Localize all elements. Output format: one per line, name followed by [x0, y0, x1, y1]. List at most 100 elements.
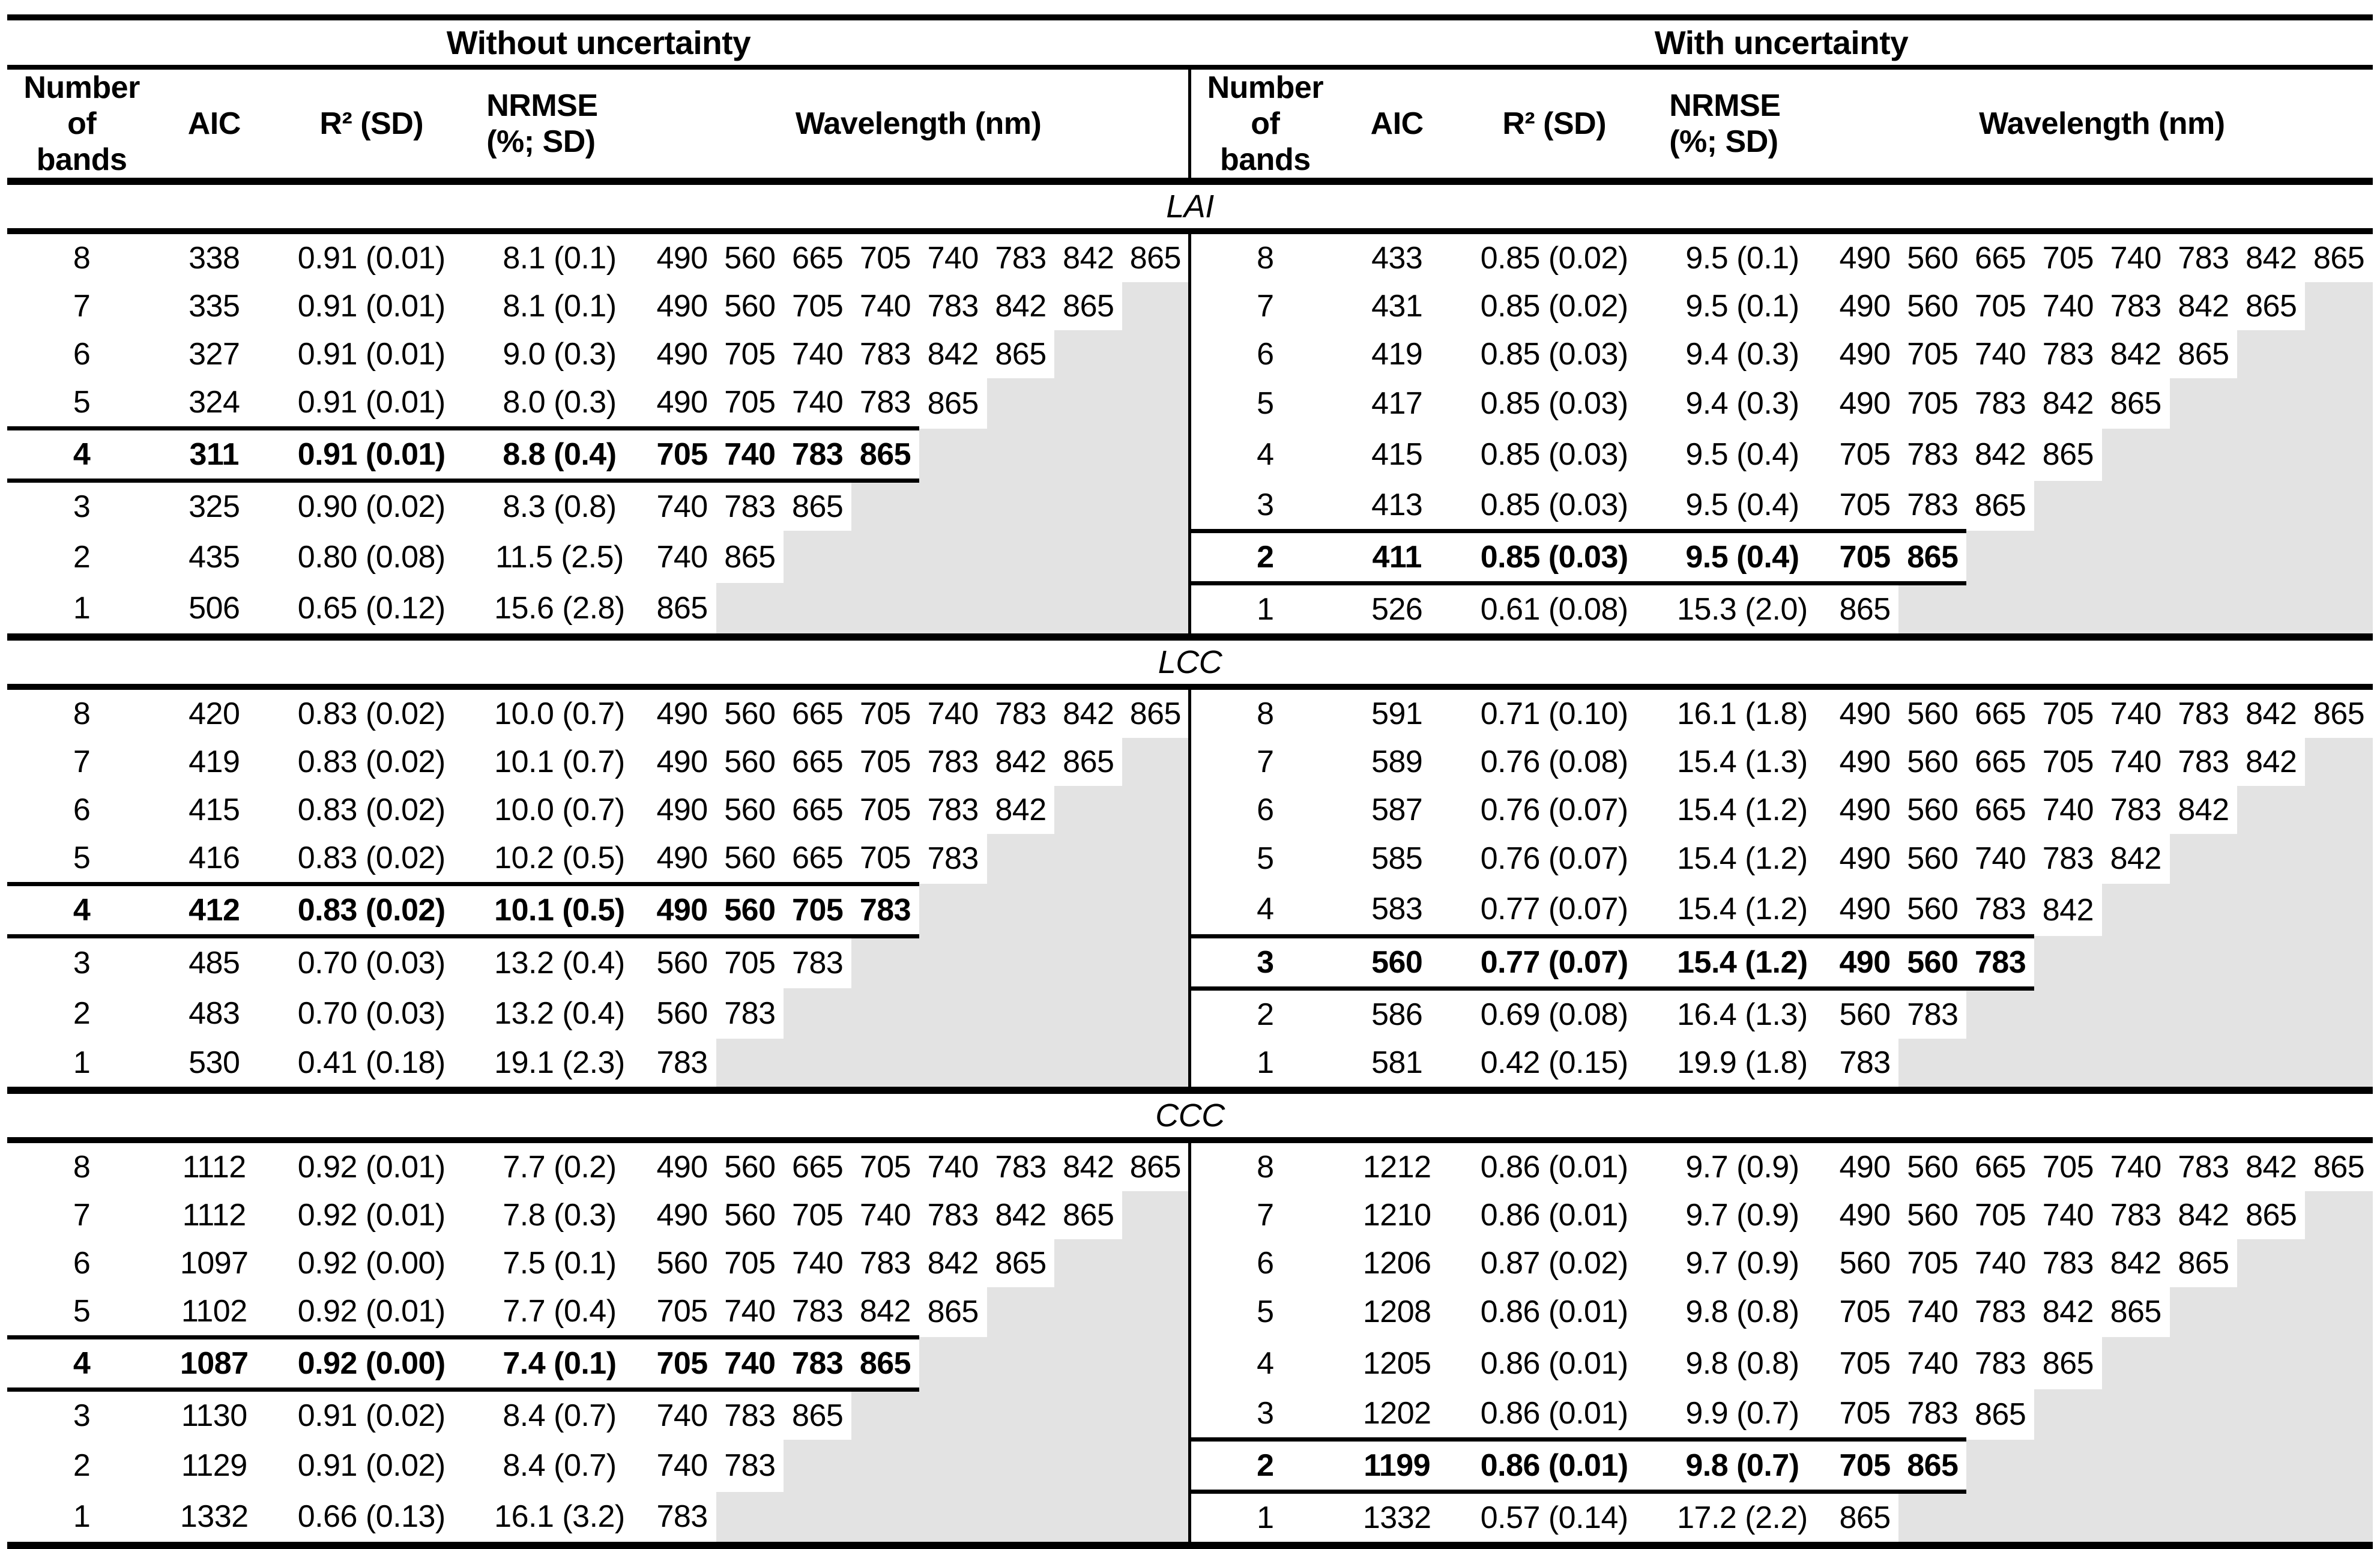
- cell-bands: 5: [73, 1293, 91, 1329]
- empty-wavelength-cell: [1122, 884, 1190, 936]
- cell-bands: 1: [73, 1045, 91, 1080]
- cell-wavelength: 783: [2110, 289, 2162, 324]
- cell-r2: 0.91 (0.01): [297, 241, 445, 276]
- cell-aic: 583: [1371, 891, 1423, 926]
- table-row: 5 416 0.83 (0.02) 10.2 (0.5) 490 560 665 705 783…: [7, 833, 2373, 884]
- cell-wavelength: 842: [2246, 1149, 2297, 1185]
- empty-wavelength-cell: [986, 1337, 1055, 1389]
- cell-wavelength: 783: [2178, 1149, 2229, 1185]
- cell-bands: 3: [73, 489, 91, 524]
- section-label: LCC: [7, 633, 2373, 690]
- empty-wavelength-cell: [2237, 330, 2306, 378]
- cell-wavelength: 560: [716, 881, 784, 938]
- empty-wavelength-cell: [2237, 833, 2306, 884]
- cell-wavelength: 560: [1907, 696, 1959, 731]
- cell-aic: 311: [156, 426, 273, 483]
- col-header-bands-left: Number of bands: [7, 67, 157, 184]
- empty-wavelength-cell: [2305, 884, 2373, 936]
- cell-wavelength: 783: [792, 1293, 844, 1329]
- empty-wavelength-cell: [2305, 988, 2373, 1039]
- cell-aic: 416: [189, 840, 240, 875]
- cell-wavelength: 490: [1839, 289, 1891, 324]
- cell-wavelength: 842: [2178, 289, 2229, 324]
- cell-wavelength: 842: [995, 1197, 1047, 1233]
- empty-wavelength-cell: [2237, 1439, 2306, 1492]
- cell-wavelength: 740: [927, 696, 979, 731]
- cell-r2: 0.92 (0.01): [297, 1293, 445, 1329]
- empty-wavelength-cell: [1054, 785, 1123, 834]
- cell-bands: 2: [1188, 1437, 1340, 1494]
- cell-wavelength: 842: [1063, 1149, 1114, 1185]
- empty-wavelength-cell: [986, 884, 1055, 936]
- empty-wavelength-cell: [2305, 378, 2373, 429]
- empty-wavelength-cell: [2305, 531, 2373, 583]
- cell-aic: 506: [189, 590, 240, 626]
- cell-wavelength: 560: [1839, 997, 1891, 1032]
- empty-wavelength-cell: [2237, 936, 2306, 988]
- with-uncertainty-title: With uncertainty: [1189, 17, 2373, 70]
- empty-wavelength-cell: [2305, 1439, 2373, 1492]
- cell-wavelength: 842: [927, 1245, 979, 1281]
- empty-wavelength-cell: [2169, 1389, 2238, 1440]
- cell-wavelength: 705: [859, 744, 911, 779]
- cell-wavelength: 842: [927, 337, 979, 372]
- cell-wavelength: 783: [859, 385, 911, 420]
- cell-bands: 6: [1188, 785, 1340, 834]
- table-row: 2 483 0.70 (0.03) 13.2 (0.4) 560 783 2 586 0.69 …: [7, 988, 2373, 1039]
- cell-r2: 0.86 (0.01): [1480, 1197, 1628, 1233]
- empty-wavelength-cell: [986, 378, 1055, 429]
- cell-wavelength: 740: [716, 426, 784, 483]
- cell-wavelength: 783: [1966, 934, 2035, 991]
- empty-wavelength-cell: [986, 531, 1055, 583]
- cell-r2: 0.80 (0.08): [297, 539, 445, 575]
- cell-wavelength: 740: [1907, 1345, 1959, 1381]
- empty-wavelength-cell: [2169, 884, 2238, 936]
- table-row: 7 1112 0.92 (0.01) 7.8 (0.3) 490 560 705 740 783…: [7, 1191, 2373, 1239]
- cell-bands: 5: [1188, 1287, 1340, 1337]
- cell-wavelength: 865: [851, 1335, 919, 1392]
- empty-wavelength-cell: [2305, 330, 2373, 378]
- cell-wavelength: 560: [1907, 1149, 1959, 1185]
- empty-wavelength-cell: [2101, 1491, 2170, 1545]
- cell-aic: 1112: [182, 1149, 246, 1185]
- cell-wavelength: 842: [1975, 437, 2026, 472]
- cell-aic: 591: [1371, 696, 1423, 731]
- cell-wavelength: 842: [2042, 385, 2094, 421]
- paper-table-page: Without uncertainty With uncertainty Num…: [7, 14, 2373, 1549]
- cell-wavelength: 705: [724, 946, 776, 981]
- cell-aic: 327: [189, 337, 240, 372]
- cell-wavelength: 665: [792, 744, 844, 779]
- cell-aic: 1332: [180, 1499, 249, 1535]
- cell-wavelength: 490: [656, 1149, 708, 1185]
- empty-wavelength-cell: [1122, 785, 1190, 834]
- empty-wavelength-cell: [1966, 531, 2035, 583]
- cell-nrmse: 8.3 (0.8): [503, 489, 617, 524]
- empty-wavelength-cell: [2305, 1038, 2373, 1090]
- cell-wavelength: 740: [792, 337, 844, 372]
- cell-wavelength: 740: [2110, 744, 2162, 779]
- cell-wavelength: 490: [656, 241, 708, 276]
- cell-aic: 586: [1371, 997, 1423, 1032]
- cell-wavelength: 783: [1907, 997, 1959, 1032]
- cell-wavelength: 490: [1839, 841, 1891, 877]
- cell-bands: 1: [73, 1499, 91, 1535]
- empty-wavelength-cell: [2101, 1389, 2170, 1440]
- cell-wavelength: 560: [1907, 241, 1959, 276]
- col-header-r2-left: R² (SD): [272, 67, 471, 184]
- cell-nrmse: 8.8 (0.4): [471, 426, 648, 483]
- cell-aic: 1202: [1362, 1396, 1431, 1431]
- cell-wavelength: 865: [792, 1398, 844, 1433]
- section-label: LAI: [7, 178, 2373, 234]
- empty-wavelength-cell: [1122, 1287, 1190, 1337]
- cell-wavelength: 740: [792, 1245, 844, 1281]
- cell-aic: 1212: [1362, 1149, 1431, 1185]
- cell-r2: 0.85 (0.03): [1480, 437, 1628, 472]
- cell-wavelength: 705: [648, 1335, 716, 1392]
- table-row: 1 530 0.41 (0.18) 19.1 (2.3) 783 1 581 0.42 (0.…: [7, 1038, 2373, 1090]
- empty-wavelength-cell: [919, 583, 987, 637]
- empty-wavelength-cell: [1054, 1491, 1123, 1545]
- cell-r2: 0.91 (0.02): [297, 1448, 445, 1483]
- cell-bands: 6: [73, 792, 91, 827]
- empty-wavelength-cell: [2305, 282, 2373, 330]
- cell-wavelength: 560: [724, 840, 776, 875]
